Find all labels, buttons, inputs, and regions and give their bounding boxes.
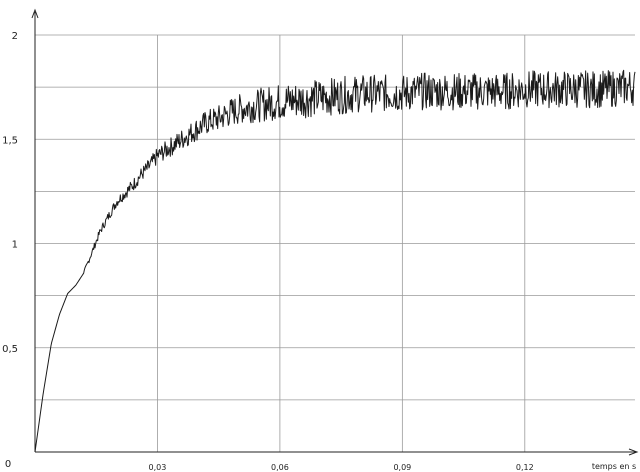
series-line bbox=[34, 69, 636, 453]
y-axis-arrow bbox=[31, 8, 39, 19]
x-tick-label: 0,09 bbox=[393, 463, 411, 472]
series-layer bbox=[34, 69, 636, 453]
tick-labels: 0,5 1 1,5 2 0 0,03 0,06 0,09 0,12 bbox=[2, 31, 534, 472]
y-tick-label: 0,5 bbox=[2, 344, 18, 355]
y-tick-label: 1 bbox=[12, 240, 18, 251]
y-tick-label: 2 bbox=[12, 31, 18, 42]
x-tick-label: 0,03 bbox=[149, 463, 167, 472]
grid-lines bbox=[35, 34, 635, 452]
y-tick-label: 1,5 bbox=[2, 135, 18, 146]
x-tick-label: 0,06 bbox=[271, 463, 289, 472]
axes bbox=[31, 8, 639, 456]
x-axis-arrow bbox=[628, 448, 639, 456]
x-tick-label: 0 bbox=[5, 459, 11, 470]
x-axis-label: temps en s bbox=[592, 462, 636, 471]
x-tick-label: 0,12 bbox=[516, 463, 534, 472]
